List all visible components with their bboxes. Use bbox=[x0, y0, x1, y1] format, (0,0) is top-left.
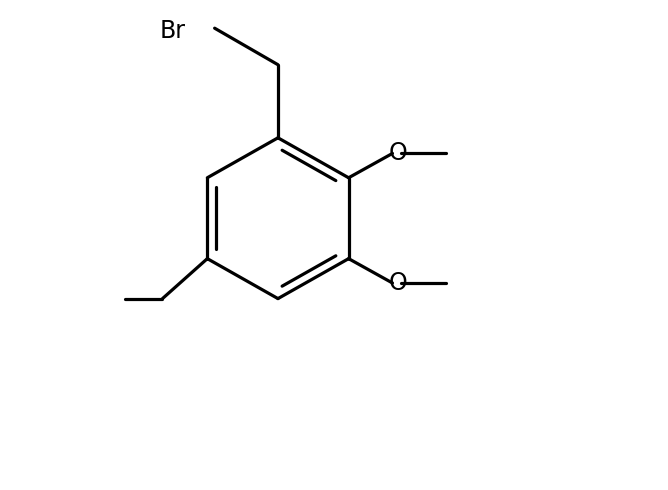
Text: O: O bbox=[389, 271, 407, 295]
Text: O: O bbox=[389, 142, 407, 166]
Text: Br: Br bbox=[160, 19, 186, 43]
